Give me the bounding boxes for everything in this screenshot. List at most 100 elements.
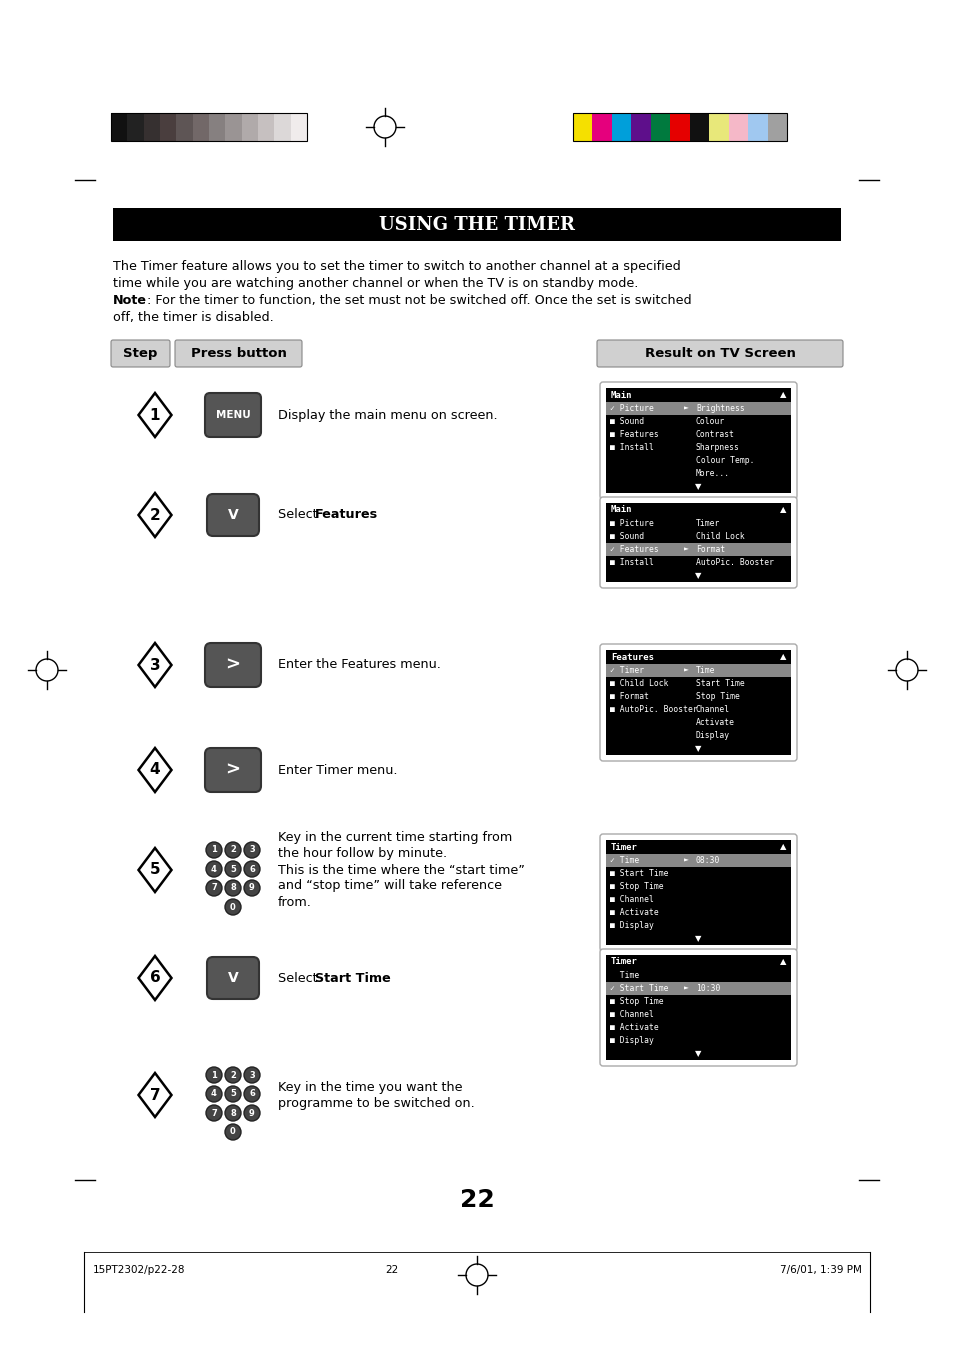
Circle shape <box>225 842 241 858</box>
Bar <box>605 1047 790 1061</box>
Bar <box>160 113 176 141</box>
Text: 3: 3 <box>150 658 160 673</box>
Bar <box>605 854 790 932</box>
Circle shape <box>225 1086 241 1102</box>
Bar <box>605 663 790 677</box>
Text: AutoPic. Booster: AutoPic. Booster <box>696 558 773 567</box>
Text: ▲: ▲ <box>779 958 785 966</box>
Text: ■ Channel: ■ Channel <box>609 894 653 904</box>
Circle shape <box>206 842 222 858</box>
Text: 1: 1 <box>211 846 216 854</box>
Circle shape <box>206 1086 222 1102</box>
Text: ■ Features: ■ Features <box>609 430 659 439</box>
Text: 08:30: 08:30 <box>696 857 720 865</box>
Bar <box>573 113 786 141</box>
Bar <box>193 113 209 141</box>
Text: 6: 6 <box>150 970 160 985</box>
Polygon shape <box>138 957 172 1000</box>
FancyBboxPatch shape <box>174 340 302 367</box>
Text: 7: 7 <box>150 1088 160 1102</box>
Text: 7/6/01, 1:39 PM: 7/6/01, 1:39 PM <box>780 1265 862 1275</box>
Bar <box>605 517 790 569</box>
Text: ■ Install: ■ Install <box>609 443 653 453</box>
Text: ■ Format: ■ Format <box>609 692 648 701</box>
Text: 5: 5 <box>150 862 160 878</box>
Text: ■ Install: ■ Install <box>609 558 653 567</box>
Text: time while you are watching another channel or when the TV is on standby mode.: time while you are watching another chan… <box>112 277 638 290</box>
Text: Format: Format <box>696 544 724 554</box>
Text: Child Lock: Child Lock <box>696 532 744 540</box>
Circle shape <box>225 880 241 896</box>
Text: Timer: Timer <box>610 843 638 851</box>
Text: 4: 4 <box>150 762 160 777</box>
Bar <box>144 113 160 141</box>
Text: 0: 0 <box>230 1128 235 1136</box>
FancyBboxPatch shape <box>597 340 842 367</box>
Polygon shape <box>138 643 172 688</box>
Circle shape <box>225 1124 241 1140</box>
Bar <box>611 113 631 141</box>
Text: Result on TV Screen: Result on TV Screen <box>644 347 795 359</box>
Text: Main: Main <box>610 390 632 400</box>
Text: off, the timer is disabled.: off, the timer is disabled. <box>112 311 274 324</box>
Text: ■ Display: ■ Display <box>609 1036 653 1046</box>
Bar <box>605 403 790 415</box>
Text: 2: 2 <box>230 846 235 854</box>
Text: ✓ Features: ✓ Features <box>609 544 659 554</box>
Text: Activate: Activate <box>696 717 734 727</box>
Circle shape <box>225 898 241 915</box>
Text: >: > <box>225 761 240 780</box>
Text: ■ AutoPic. Booster: ■ AutoPic. Booster <box>609 705 697 713</box>
Text: from.: from. <box>277 896 312 908</box>
Bar <box>257 113 274 141</box>
Bar <box>670 113 689 141</box>
Text: 8: 8 <box>230 1109 235 1117</box>
Text: ▼: ▼ <box>695 1048 701 1058</box>
Text: U​SING THE T​IMER: U​SING THE T​IMER <box>378 216 575 234</box>
Text: The Timer feature allows you to set the timer to switch to another channel at a : The Timer feature allows you to set the … <box>112 259 680 273</box>
Bar <box>650 113 670 141</box>
Circle shape <box>244 842 260 858</box>
Text: Enter the Features menu.: Enter the Features menu. <box>277 658 440 671</box>
Bar <box>111 113 307 141</box>
Circle shape <box>244 1067 260 1084</box>
Text: ►: ► <box>683 544 688 554</box>
Text: 1: 1 <box>211 1070 216 1079</box>
Text: 9: 9 <box>249 1109 254 1117</box>
Text: Colour Temp.: Colour Temp. <box>696 457 754 465</box>
Text: ▼: ▼ <box>695 744 701 753</box>
Circle shape <box>206 861 222 877</box>
Circle shape <box>206 1105 222 1121</box>
Bar <box>127 113 144 141</box>
Polygon shape <box>138 493 172 536</box>
Text: Note: Note <box>112 295 147 307</box>
Bar <box>209 113 225 141</box>
Text: ✓ Time: ✓ Time <box>609 857 639 865</box>
Text: Time: Time <box>609 971 639 979</box>
Polygon shape <box>138 393 172 436</box>
Text: 1: 1 <box>150 408 160 423</box>
Bar <box>689 113 708 141</box>
Polygon shape <box>138 748 172 792</box>
Text: >: > <box>225 657 240 674</box>
Bar <box>573 113 592 141</box>
Text: ▲: ▲ <box>779 653 785 662</box>
Text: ■ Activate: ■ Activate <box>609 908 659 917</box>
Bar <box>728 113 747 141</box>
Bar <box>111 113 127 141</box>
Circle shape <box>244 1086 260 1102</box>
Text: ▼: ▼ <box>695 934 701 943</box>
Text: 7: 7 <box>211 1109 216 1117</box>
Text: ✓ Picture: ✓ Picture <box>609 404 653 413</box>
Bar <box>605 982 790 994</box>
Text: V: V <box>228 508 238 521</box>
Text: 6: 6 <box>249 865 254 874</box>
Text: Select: Select <box>277 971 321 985</box>
Circle shape <box>225 861 241 877</box>
Bar <box>631 113 650 141</box>
Bar <box>291 113 307 141</box>
Text: ■ Stop Time: ■ Stop Time <box>609 882 663 892</box>
Bar <box>176 113 193 141</box>
Text: Channel: Channel <box>696 705 729 713</box>
Text: Timer: Timer <box>696 519 720 528</box>
